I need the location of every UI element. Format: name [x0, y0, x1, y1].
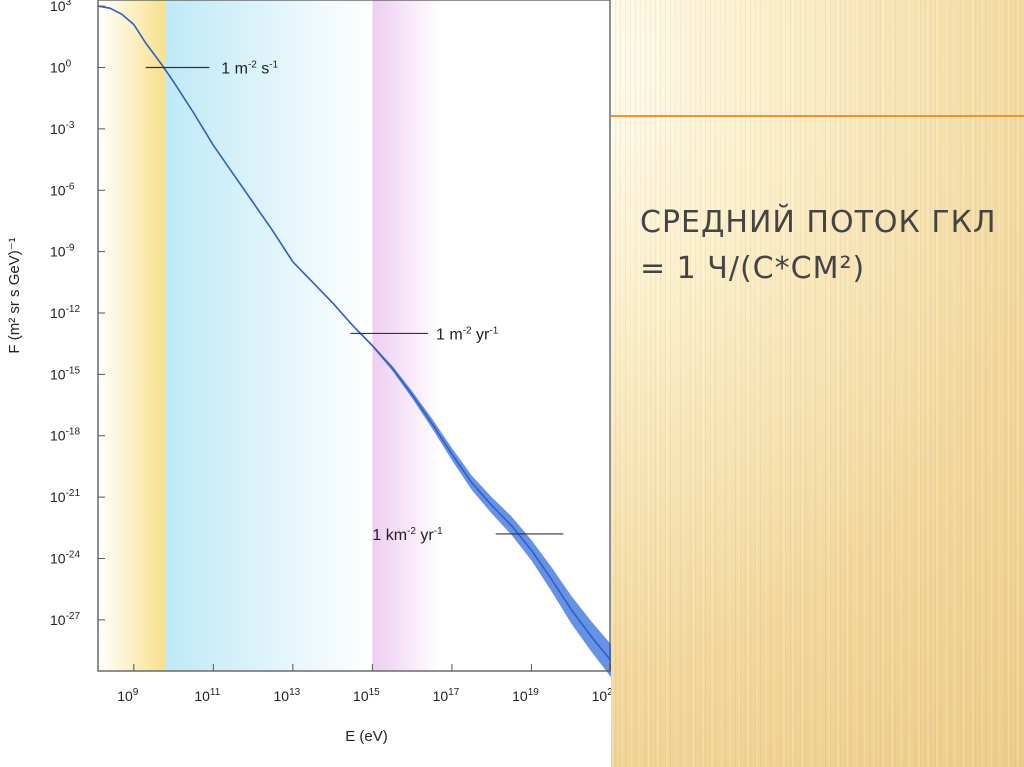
slide-title: СРЕДНИЙ ПОТОК ГКЛ = 1 Ч/(С*СМ²): [640, 200, 1010, 292]
slide-title-line-2: = 1 Ч/(С*СМ²): [640, 251, 866, 286]
y-tick-label: 10-18: [50, 427, 80, 444]
annotation-label-3: 1 km-2 yr-1: [372, 526, 443, 544]
slide-title-line-1: СРЕДНИЙ ПОТОК ГКЛ: [640, 205, 997, 240]
y-tick-label: 10-27: [50, 611, 80, 628]
band-solar: [98, 0, 166, 671]
y-tick-label: 10-21: [50, 488, 80, 505]
y-tick-label: 10-3: [50, 120, 75, 137]
x-tick-label: 109: [117, 687, 139, 704]
y-tick-label: 10-24: [50, 549, 80, 566]
band-knee: [372, 0, 440, 671]
accent-line: [610, 115, 1024, 117]
y-tick-label: 100: [50, 59, 72, 76]
y-tick-label: 10-9: [50, 243, 75, 260]
band-galactic: [165, 0, 373, 671]
x-tick-label: 1015: [353, 687, 380, 704]
x-axis-label: E (eV): [345, 728, 388, 745]
y-tick-label: 10-12: [50, 304, 80, 321]
x-tick-label: 1017: [433, 687, 460, 704]
plot-frame: [97, 0, 611, 672]
annotation-label-2: 1 m-2 yr-1: [436, 325, 499, 343]
annotation-label-1: 1 m-2 s-1: [221, 60, 278, 78]
y-tick-label: 10-15: [50, 365, 80, 382]
x-tick-label: 1019: [512, 687, 539, 704]
x-tick-label: 1013: [274, 687, 301, 704]
y-tick-label: 10-6: [50, 181, 75, 198]
y-axis-label: F (m² sr s GeV)⁻¹: [6, 237, 23, 353]
x-tick-label: 1011: [194, 687, 220, 704]
y-tick-label: 103: [50, 0, 72, 14]
